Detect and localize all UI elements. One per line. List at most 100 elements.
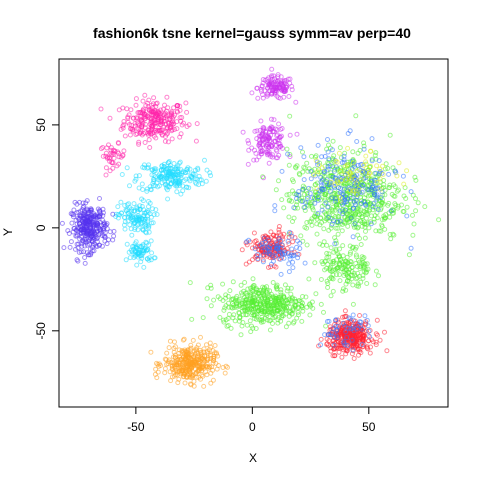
data-point bbox=[377, 186, 383, 192]
data-point bbox=[335, 317, 341, 323]
data-point bbox=[155, 184, 161, 190]
data-point bbox=[170, 354, 176, 360]
data-point bbox=[270, 245, 276, 251]
data-point bbox=[339, 333, 345, 339]
data-point bbox=[364, 261, 370, 267]
data-point bbox=[380, 172, 386, 177]
data-point bbox=[222, 370, 228, 376]
data-point bbox=[353, 113, 359, 119]
data-point bbox=[136, 139, 142, 145]
data-point bbox=[315, 197, 321, 203]
data-point bbox=[330, 157, 336, 163]
data-point bbox=[376, 158, 382, 164]
data-point bbox=[275, 78, 281, 84]
data-point bbox=[110, 211, 116, 217]
data-point bbox=[279, 197, 285, 203]
data-point bbox=[330, 138, 336, 144]
data-point bbox=[326, 156, 332, 162]
data-point bbox=[86, 231, 92, 237]
data-point bbox=[163, 134, 168, 139]
y-tick-label: -50 bbox=[34, 322, 48, 340]
data-point bbox=[302, 224, 308, 230]
data-point bbox=[158, 117, 164, 123]
data-point bbox=[270, 129, 276, 135]
data-point bbox=[338, 198, 343, 204]
data-point bbox=[204, 342, 209, 348]
data-point bbox=[390, 165, 396, 171]
data-point bbox=[333, 317, 339, 323]
x-axis: -50 0 50 bbox=[127, 406, 376, 434]
data-point bbox=[332, 235, 338, 241]
data-point bbox=[273, 295, 279, 301]
data-point bbox=[327, 276, 333, 282]
data-point bbox=[159, 131, 165, 137]
data-point bbox=[327, 163, 333, 169]
data-point bbox=[86, 209, 92, 215]
data-point bbox=[264, 249, 270, 255]
data-point bbox=[153, 135, 159, 141]
data-point bbox=[115, 204, 121, 210]
data-point bbox=[234, 298, 240, 304]
data-point bbox=[288, 308, 294, 314]
data-point bbox=[131, 251, 137, 257]
data-point bbox=[278, 292, 284, 298]
data-point bbox=[88, 209, 94, 215]
data-point bbox=[144, 188, 150, 194]
data-point bbox=[177, 115, 183, 121]
data-point bbox=[345, 343, 350, 348]
data-point bbox=[287, 152, 293, 157]
data-point bbox=[152, 128, 158, 134]
data-point bbox=[245, 303, 250, 309]
data-point bbox=[292, 191, 297, 197]
data-point bbox=[322, 259, 328, 265]
data-point bbox=[353, 335, 358, 341]
data-point bbox=[256, 308, 261, 314]
data-point bbox=[208, 285, 214, 291]
data-point bbox=[162, 179, 168, 184]
data-point bbox=[317, 241, 323, 247]
data-point bbox=[325, 332, 331, 338]
data-point bbox=[174, 103, 180, 108]
data-point bbox=[274, 240, 279, 246]
data-point bbox=[187, 280, 193, 286]
data-point bbox=[349, 337, 355, 343]
data-point bbox=[260, 259, 266, 265]
data-point bbox=[363, 159, 369, 165]
data-point bbox=[204, 296, 210, 302]
data-point bbox=[178, 371, 184, 377]
data-point bbox=[126, 249, 132, 255]
data-point bbox=[389, 210, 395, 216]
data-point bbox=[179, 348, 185, 353]
data-point bbox=[260, 284, 266, 290]
data-point bbox=[195, 351, 201, 357]
data-point bbox=[370, 339, 376, 345]
data-point bbox=[260, 174, 266, 180]
data-point bbox=[413, 208, 419, 214]
data-point bbox=[305, 168, 311, 174]
data-point bbox=[352, 176, 358, 182]
data-point bbox=[325, 164, 331, 170]
data-point bbox=[307, 312, 313, 318]
data-point bbox=[195, 165, 201, 171]
data-point bbox=[161, 112, 167, 118]
data-point bbox=[384, 348, 390, 354]
data-point bbox=[154, 360, 159, 366]
data-point bbox=[300, 308, 306, 314]
data-point bbox=[252, 246, 258, 252]
data-point bbox=[328, 245, 334, 251]
data-point bbox=[127, 183, 132, 189]
data-point bbox=[388, 236, 394, 242]
data-point bbox=[406, 252, 412, 258]
data-point bbox=[188, 342, 194, 348]
data-point bbox=[181, 336, 187, 342]
data-point bbox=[350, 149, 356, 155]
data-point bbox=[331, 153, 337, 159]
data-point bbox=[345, 145, 351, 151]
data-point bbox=[374, 180, 380, 185]
data-point bbox=[261, 125, 267, 131]
data-point bbox=[97, 196, 102, 201]
data-point bbox=[350, 323, 356, 329]
data-point bbox=[162, 138, 168, 144]
data-point bbox=[337, 208, 343, 214]
data-point bbox=[221, 319, 227, 325]
